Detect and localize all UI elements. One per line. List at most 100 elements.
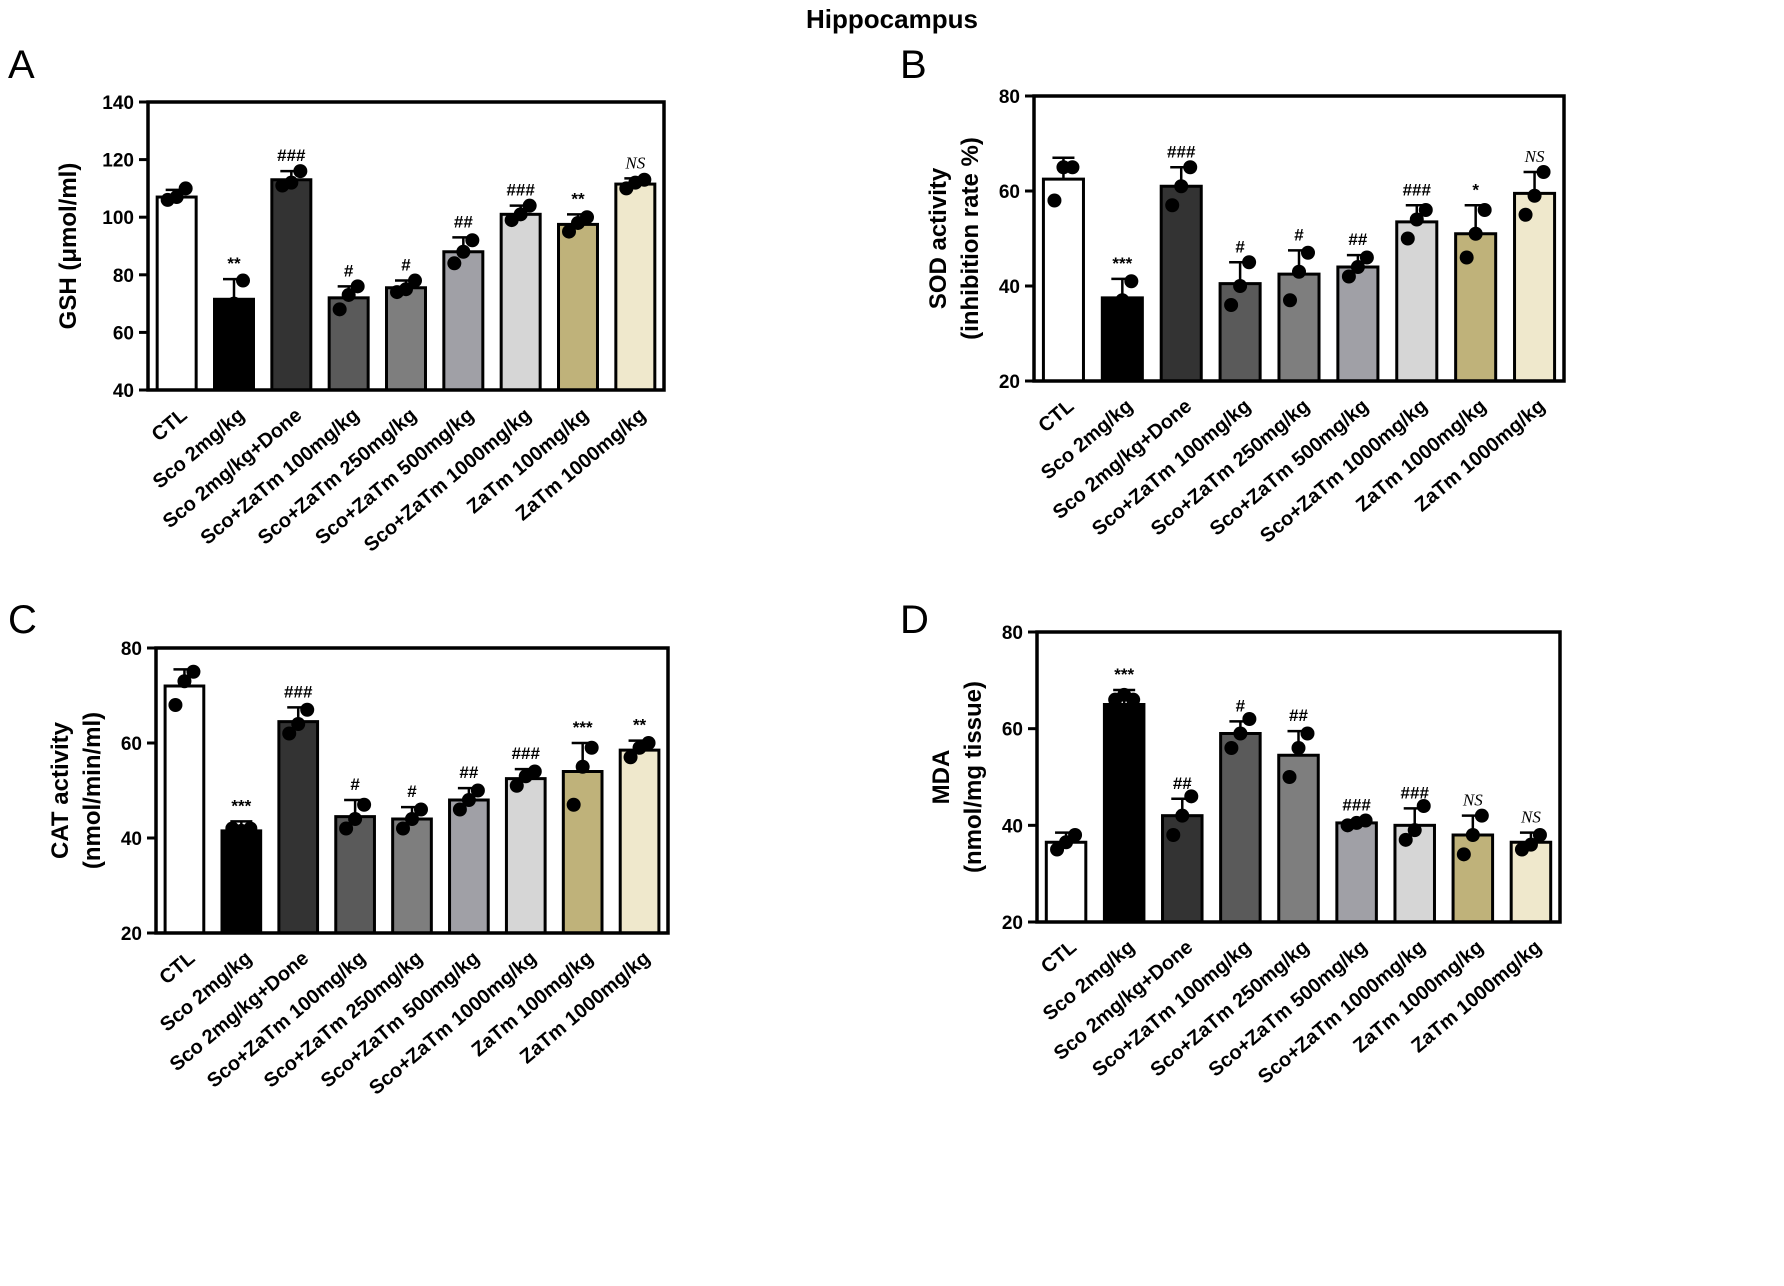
y-tick-label: 60 (1002, 720, 1023, 741)
significance-label: NS (624, 153, 645, 172)
data-point (1300, 726, 1315, 741)
significance-label: ### (1342, 796, 1371, 815)
x-tick-label: CTL (155, 947, 199, 989)
panel-c: C CAT activity (nmol/min/ml) 20 40 60 80 CTL ***… (0, 595, 890, 1285)
data-point (1456, 847, 1471, 862)
bar (220, 829, 263, 935)
chart-b: B SOD activity (inhibition rate %) 20 40 60 80… (900, 43, 1566, 547)
data-point (566, 797, 581, 812)
data-point (1400, 231, 1415, 246)
data-point (509, 778, 524, 793)
panel-d: D MDA (nmol/mg tissue) 20 40 60 80 CTL *** Sco 2m… (892, 595, 1782, 1285)
panel-label: A (8, 43, 35, 87)
data-point (236, 273, 250, 288)
y-tick-label: 80 (999, 87, 1020, 108)
data-point (186, 664, 201, 679)
data-point (456, 244, 471, 259)
data-point (282, 726, 297, 741)
data-point (350, 279, 365, 294)
y-tick-label: 40 (113, 381, 134, 402)
bar (391, 817, 433, 935)
data-point (1359, 250, 1374, 265)
data-point (1233, 279, 1248, 293)
data-point (1283, 293, 1297, 308)
significance-label: NS (1524, 147, 1545, 166)
data-point (1282, 770, 1297, 784)
plot-frame (154, 646, 670, 935)
data-point (522, 198, 537, 213)
data-point (1165, 198, 1180, 213)
significance-label: # (1236, 696, 1246, 715)
significance-label: # (1235, 237, 1245, 256)
y-axis-label-line: (nmol/min/ml) (79, 712, 106, 869)
bar (1277, 753, 1320, 924)
data-point (291, 717, 306, 731)
bar (270, 178, 313, 392)
data-point (1477, 203, 1492, 217)
y-tick-label: 40 (999, 277, 1020, 298)
bar (1102, 703, 1146, 924)
significance-label: NS (1462, 791, 1483, 810)
significance-label: *** (1114, 665, 1134, 684)
significance-label: # (350, 775, 360, 794)
data-point (513, 207, 528, 222)
data-point (1518, 207, 1533, 222)
panel-b: B SOD activity (inhibition rate %) 20 40 60 80… (892, 40, 1782, 620)
data-point (341, 287, 356, 302)
y-axis-label: GSH (μmol/ml) (55, 163, 82, 330)
data-point (1242, 712, 1257, 726)
y-tick-label: 120 (102, 151, 134, 172)
data-point (623, 750, 638, 765)
bar (504, 777, 547, 935)
y-axis-label-line: (nmol/mg tissue) (960, 681, 987, 873)
data-point (1233, 726, 1248, 741)
y-axis-label-line: MDA (928, 750, 955, 805)
y-tick-label: 80 (1002, 623, 1023, 644)
significance-label: ### (1401, 783, 1430, 802)
data-point (177, 674, 192, 689)
y-tick-label: 20 (121, 924, 142, 945)
data-point (1184, 789, 1199, 804)
data-point (632, 740, 647, 755)
data-point (218, 305, 232, 320)
significance-label: # (344, 261, 354, 280)
data-point (1474, 808, 1489, 823)
data-point (399, 282, 413, 297)
y-axis-label-line: CAT activity (47, 721, 74, 859)
x-tick-label: CTL (1037, 936, 1081, 978)
x-tick-label: CTL (148, 404, 192, 446)
y-tick-label: 80 (113, 266, 134, 287)
data-point (1532, 828, 1547, 842)
y-tick-label: 20 (999, 372, 1020, 393)
data-point (408, 273, 422, 288)
plot-frame (1035, 630, 1562, 924)
bar (1336, 265, 1380, 383)
data-point (1407, 823, 1422, 838)
x-tick-label: CTL (1034, 395, 1078, 437)
bar (1335, 821, 1378, 924)
significance-label: ** (571, 189, 585, 208)
data-point (293, 164, 308, 179)
data-point (396, 821, 410, 836)
data-point (1291, 741, 1306, 755)
bar (1451, 833, 1495, 924)
bar (385, 286, 427, 392)
data-point (1536, 165, 1551, 179)
bar (618, 748, 661, 935)
figure-title: Hippocampus (806, 4, 978, 34)
significance-label: # (401, 256, 411, 275)
data-point (1166, 828, 1181, 842)
significance-label: ### (284, 682, 313, 701)
significance-label: ### (512, 744, 541, 763)
significance-label: ** (633, 716, 647, 735)
data-point (1398, 832, 1413, 847)
data-point (1301, 245, 1315, 260)
data-point (284, 175, 299, 190)
data-point (1224, 298, 1239, 312)
y-axis-label: MDA (nmol/mg tissue) (928, 681, 987, 873)
y-tick-label: 40 (121, 829, 142, 850)
data-point (234, 823, 249, 838)
data-point (1174, 179, 1189, 194)
bar (1395, 220, 1439, 383)
